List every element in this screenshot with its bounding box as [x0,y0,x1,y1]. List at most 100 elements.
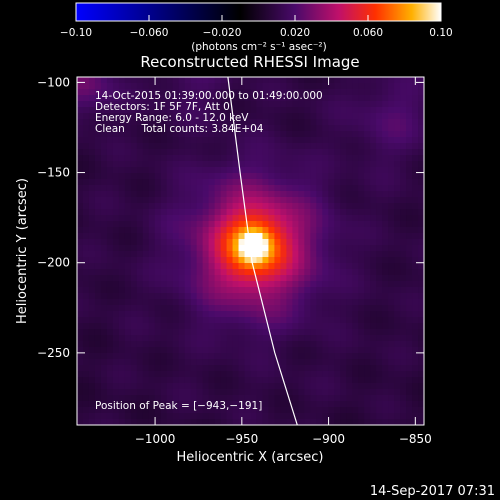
heatmap-cell [394,101,401,108]
heatmap-cell [244,83,252,90]
heatmap-cell [388,137,395,144]
heatmap-cell [334,251,341,258]
heatmap-cell [376,137,383,144]
heatmap-cell [226,167,234,174]
heatmap-cell [196,197,204,204]
heatmap-cell [394,353,401,360]
heatmap-cell [94,221,102,228]
heatmap-cell [77,263,84,270]
heatmap-cell [334,305,341,312]
heatmap-cell [196,221,204,228]
heatmap-cell [148,209,156,216]
x-tick-label: −850 [399,432,432,446]
heatmap-cell [382,161,389,168]
heatmap-cell [262,155,270,162]
heatmap-cell [286,413,293,420]
heatmap-cell [238,167,246,174]
heatmap-cell [418,419,424,425]
heatmap-cell [118,101,126,108]
heatmap-cell [124,317,132,324]
heatmap-cell [400,155,407,162]
heatmap-cell [82,191,90,198]
heatmap-cell [256,395,264,402]
heatmap-cell [106,329,114,336]
heatmap-cell [232,359,240,366]
heatmap-cell [418,143,424,150]
heatmap-cell [142,269,150,276]
heatmap-cell [220,389,228,396]
heatmap-cell [352,407,359,414]
heatmap-cell [124,293,132,300]
heatmap-cell [82,389,90,396]
heatmap-cell [214,215,222,222]
heatmap-cell [154,101,162,108]
heatmap-cell [298,341,305,348]
heatmap-cell [112,191,120,198]
heatmap-cell [130,365,138,372]
heatmap-cell [382,233,389,240]
heatmap-cell [142,275,150,282]
heatmap-cell [77,89,84,96]
heatmap-cell [364,257,371,264]
heatmap-cell [316,281,323,288]
heatmap-cell [142,227,150,234]
heatmap-cell [142,167,150,174]
heatmap-cell [316,239,323,246]
heatmap-cell [256,269,264,276]
heatmap-cell [142,353,150,360]
heatmap-cell [370,203,377,210]
heatmap-cell [77,323,84,330]
heatmap-cell [400,275,407,282]
heatmap-cell [406,251,413,258]
heatmap-cell [154,209,162,216]
heatmap-cell [382,335,389,342]
heatmap-cell [118,191,126,198]
heatmap-cell [382,383,389,390]
heatmap-cell [142,383,150,390]
heatmap-cell [232,281,240,288]
heatmap-cell [106,185,114,192]
heatmap-cell [328,419,335,425]
heatmap-cell [232,143,240,150]
heatmap-cell [400,167,407,174]
heatmap-cell [310,407,317,414]
heatmap-cell [352,89,359,96]
heatmap-cell [310,185,317,192]
heatmap-cell [142,95,150,102]
heatmap-cell [418,383,424,390]
heatmap-cell [142,407,150,414]
heatmap-cell [334,317,341,324]
heatmap-cell [358,209,365,216]
heatmap-cell [130,143,138,150]
heatmap-cell [346,203,353,210]
heatmap-cell [268,419,276,425]
heatmap-cell [208,311,216,318]
heatmap-cell [232,209,240,216]
heatmap-cell [100,143,108,150]
heatmap-cell [154,95,162,102]
heatmap-cell [412,107,419,114]
heatmap-cell [136,239,144,246]
heatmap-cell [208,113,216,120]
heatmap-cell [250,275,258,282]
heatmap-cell [256,317,264,324]
heatmap-cell [238,383,246,390]
heatmap-cell [160,131,168,138]
heatmap-cell [400,335,407,342]
heatmap-cell [256,329,264,336]
heatmap-cell [88,185,96,192]
heatmap-cell [346,191,353,198]
heatmap-cell [88,203,96,210]
heatmap-cell [202,173,210,180]
heatmap-cell [358,77,365,84]
heatmap-cell [94,383,102,390]
heatmap-cell [232,341,240,348]
heatmap-cell [346,335,353,342]
heatmap-cell [106,221,114,228]
heatmap-cell [310,305,317,312]
heatmap-cell [160,383,168,390]
heatmap-cell [346,167,353,174]
heatmap-cell [328,221,335,228]
heatmap-cell [238,89,246,96]
heatmap-cell [112,359,120,366]
